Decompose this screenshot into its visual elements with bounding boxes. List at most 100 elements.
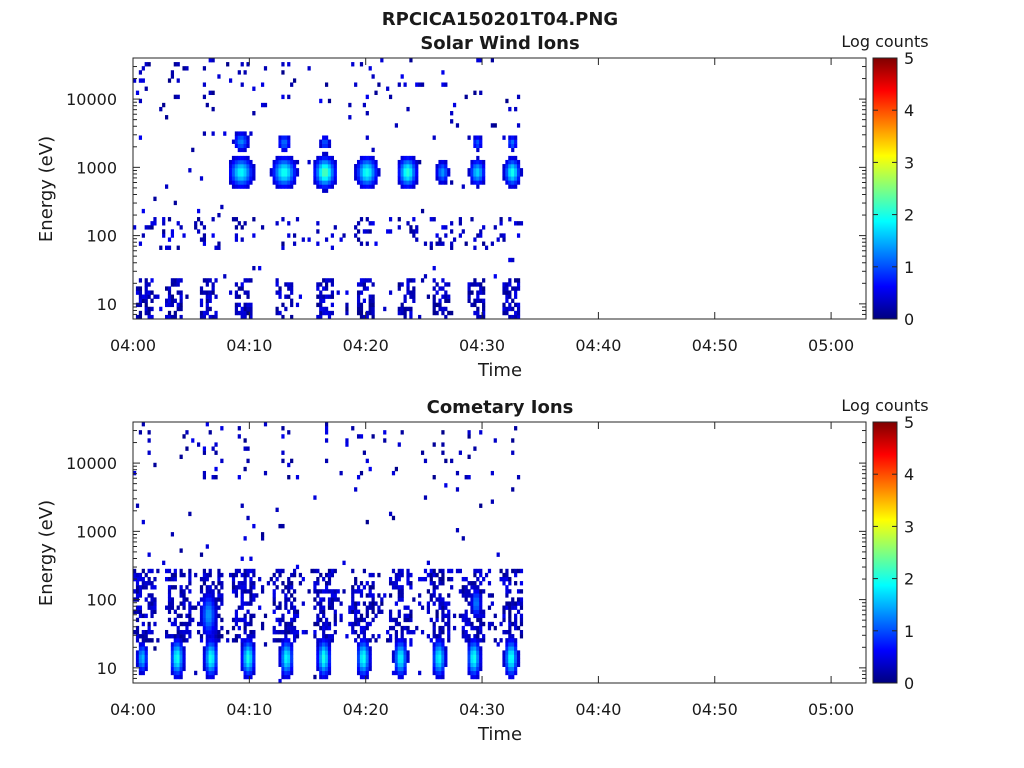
heatmap-cell xyxy=(505,176,509,181)
heatmap-cell xyxy=(490,123,494,128)
heatmap-cell xyxy=(479,180,483,185)
heatmap-cell xyxy=(412,184,416,189)
heatmap-cell xyxy=(356,298,361,303)
heatmap-cell xyxy=(231,184,236,189)
heatmap-cell xyxy=(319,670,323,676)
heatmap-cell xyxy=(292,168,297,173)
heatmap-cell xyxy=(316,294,320,299)
heatmap-cell xyxy=(322,278,326,283)
heatmap-cell xyxy=(182,650,186,655)
heatmap-cell xyxy=(228,159,233,165)
heatmap-cell xyxy=(406,576,410,582)
heatmap-cell xyxy=(441,654,445,659)
heatmap-cell xyxy=(333,613,337,619)
heatmap-cell xyxy=(409,164,413,169)
heatmap-cell xyxy=(176,625,180,631)
heatmap-cell xyxy=(246,168,250,173)
heatmap-cell xyxy=(144,290,148,295)
heatmap-cell xyxy=(467,172,471,177)
heatmap-cell xyxy=(354,601,358,606)
heatmap-cell xyxy=(476,625,480,631)
heatmap-cell xyxy=(476,629,480,635)
heatmap-cell xyxy=(447,638,451,643)
heatmap-cell xyxy=(484,572,489,578)
heatmap-cell xyxy=(330,601,334,606)
heatmap-cell xyxy=(467,135,471,140)
heatmap-cell xyxy=(281,650,285,655)
heatmap-cell xyxy=(330,245,334,250)
heatmap-cell xyxy=(403,180,407,185)
heatmap-cell xyxy=(176,670,180,676)
heatmap-cell xyxy=(330,176,334,181)
heatmap-cell xyxy=(438,625,442,631)
heatmap-cell xyxy=(208,642,212,647)
heatmap-cell xyxy=(298,572,303,578)
heatmap-cell xyxy=(374,241,378,246)
heatmap-cell xyxy=(217,576,221,582)
heatmap-cell xyxy=(319,609,323,614)
heatmap-cell xyxy=(290,168,294,173)
heatmap-cell xyxy=(263,422,268,427)
heatmap-cell xyxy=(237,581,241,586)
x-tick-label: 04:00 xyxy=(110,336,156,355)
heatmap-cell xyxy=(252,654,256,659)
heatmap-cell xyxy=(246,674,250,680)
heatmap-cell xyxy=(319,658,323,663)
heatmap-cell xyxy=(173,568,177,574)
heatmap-cell xyxy=(365,286,369,291)
heatmap-cell xyxy=(359,638,364,643)
heatmap-cell xyxy=(516,654,521,659)
heatmap-cell xyxy=(412,172,416,177)
heatmap-cell xyxy=(313,674,317,680)
heatmap-cell xyxy=(461,634,465,639)
heatmap-cell xyxy=(237,184,241,189)
heatmap-cell xyxy=(394,572,398,578)
heatmap-cell xyxy=(202,593,207,598)
heatmap-cell xyxy=(476,585,480,590)
heatmap-cell xyxy=(438,172,442,177)
heatmap-cell xyxy=(441,646,445,651)
heatmap-cell xyxy=(133,78,137,83)
heatmap-cell xyxy=(516,286,521,291)
heatmap-cell xyxy=(467,617,471,623)
heatmap-cell xyxy=(252,523,256,529)
heatmap-cell xyxy=(240,306,244,312)
heatmap-cell xyxy=(147,601,151,606)
heatmap-cell xyxy=(351,609,355,614)
heatmap-cell xyxy=(150,613,154,619)
heatmap-cell xyxy=(441,306,445,312)
heatmap-cell xyxy=(511,650,515,655)
heatmap-cell xyxy=(284,670,288,676)
heatmap-cell xyxy=(458,568,462,574)
heatmap-cell xyxy=(356,650,361,655)
heatmap-cell xyxy=(377,172,381,177)
heatmap-cell xyxy=(135,302,140,308)
heatmap-cell xyxy=(170,576,175,582)
heatmap-cell xyxy=(441,572,445,578)
heatmap-cell xyxy=(356,282,361,287)
heatmap-cell xyxy=(153,221,157,226)
heatmap-cell xyxy=(409,172,413,177)
heatmap-cell xyxy=(476,294,480,299)
heatmap-cell xyxy=(351,605,355,610)
heatmap-cell xyxy=(240,176,244,181)
heatmap-cell xyxy=(214,617,218,623)
heatmap-cell xyxy=(362,286,366,291)
heatmap-cell xyxy=(205,674,209,680)
heatmap-cell xyxy=(351,593,355,598)
heatmap-cell xyxy=(185,585,189,590)
heatmap-cell xyxy=(234,225,239,230)
heatmap-cell xyxy=(194,225,198,230)
heatmap-cell xyxy=(281,654,285,659)
heatmap-cell xyxy=(208,670,212,676)
heatmap-cell xyxy=(179,278,183,283)
heatmap-cell xyxy=(490,241,494,246)
heatmap-cell xyxy=(173,650,177,655)
heatmap-cell xyxy=(330,294,334,299)
heatmap-cell xyxy=(412,286,416,291)
heatmap-cell xyxy=(406,286,410,291)
heatmap-cell xyxy=(356,642,361,647)
heatmap-cell xyxy=(371,180,375,185)
heatmap-cell xyxy=(371,585,375,590)
heatmap-cell xyxy=(450,568,454,574)
